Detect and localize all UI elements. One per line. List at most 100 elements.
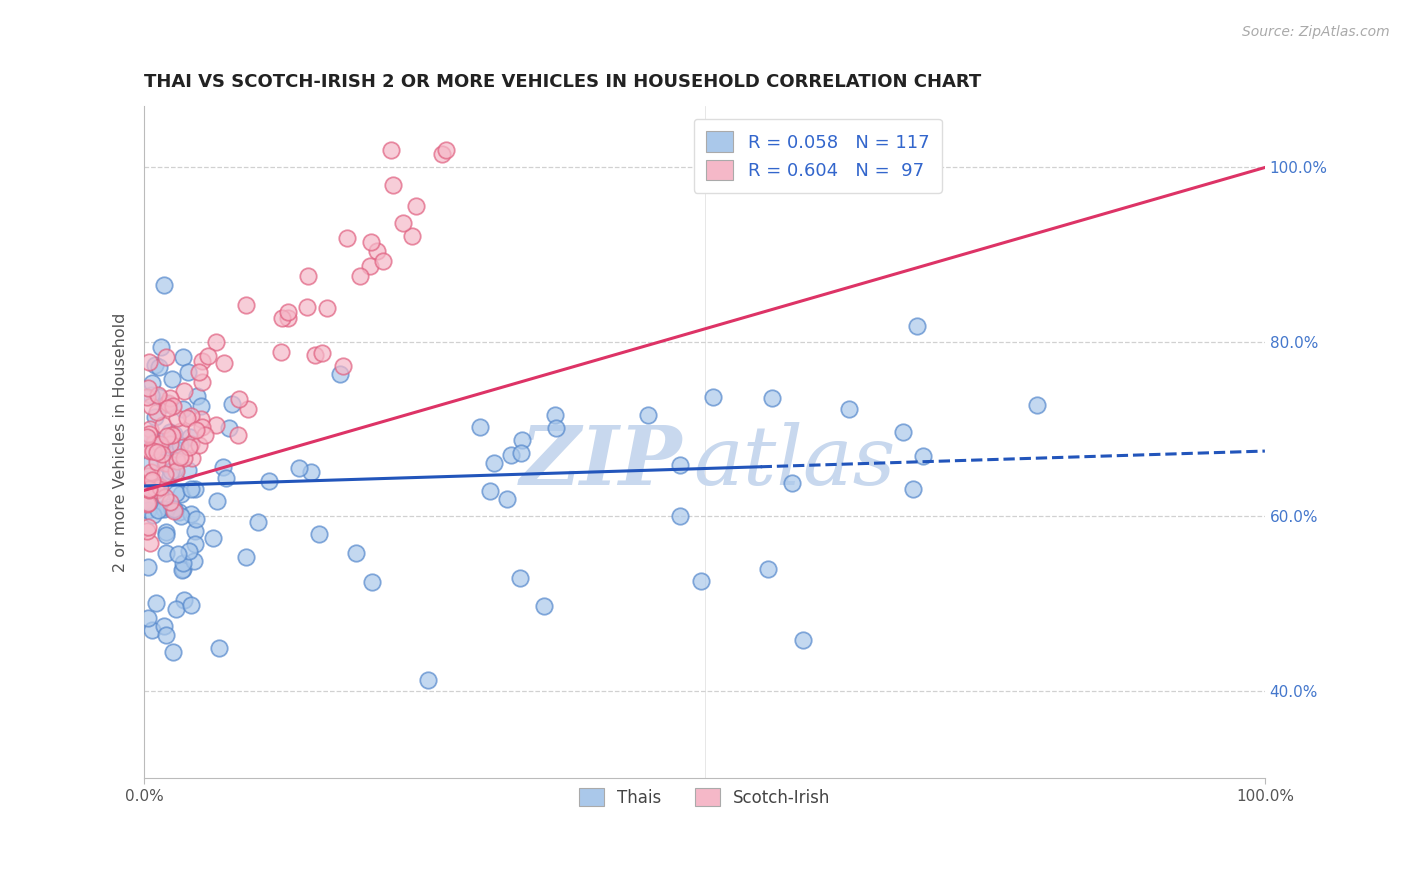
- Text: ZIP: ZIP: [520, 423, 682, 502]
- Point: [138, 520, 160, 534]
- Point: [149, 480, 172, 494]
- Point: [257, 474, 280, 488]
- Point: [177, 366, 200, 380]
- Point: [139, 536, 162, 550]
- Point: [138, 483, 160, 498]
- Point: [167, 505, 190, 519]
- Point: [169, 438, 191, 452]
- Point: [142, 436, 165, 450]
- Point: [159, 391, 181, 405]
- Point: [190, 412, 212, 426]
- Point: [141, 388, 163, 402]
- Point: [891, 425, 914, 440]
- Point: [145, 444, 167, 458]
- Point: [218, 421, 240, 435]
- Text: THAI VS SCOTCH-IRISH 2 OR MORE VEHICLES IN HOUSEHOLD CORRELATION CHART: THAI VS SCOTCH-IRISH 2 OR MORE VEHICLES …: [145, 73, 981, 91]
- Point: [163, 426, 186, 441]
- Point: [184, 423, 207, 437]
- Point: [184, 482, 207, 496]
- Point: [311, 345, 333, 359]
- Point: [496, 492, 519, 507]
- Point: [155, 441, 177, 455]
- Point: [139, 444, 162, 458]
- Point: [418, 673, 440, 688]
- Point: [159, 495, 181, 509]
- Point: [1026, 398, 1049, 412]
- Point: [141, 475, 163, 490]
- Point: [143, 409, 166, 424]
- Point: [482, 456, 505, 470]
- Point: [205, 494, 228, 508]
- Point: [148, 390, 170, 404]
- Point: [159, 425, 181, 439]
- Point: [181, 450, 204, 465]
- Point: [544, 421, 567, 435]
- Point: [160, 502, 183, 516]
- Point: [135, 391, 157, 405]
- Point: [165, 602, 187, 616]
- Point: [509, 571, 531, 585]
- Point: [166, 547, 188, 561]
- Point: [184, 512, 207, 526]
- Point: [157, 401, 180, 416]
- Point: [142, 444, 165, 458]
- Point: [165, 442, 187, 457]
- Point: [149, 437, 172, 451]
- Point: [153, 277, 176, 292]
- Point: [191, 354, 214, 368]
- Point: [792, 633, 814, 648]
- Point: [150, 434, 173, 448]
- Point: [838, 402, 860, 417]
- Point: [360, 235, 382, 249]
- Point: [468, 420, 491, 434]
- Point: [756, 562, 779, 576]
- Text: Source: ZipAtlas.com: Source: ZipAtlas.com: [1241, 25, 1389, 39]
- Point: [139, 480, 162, 494]
- Point: [152, 502, 174, 516]
- Point: [905, 318, 928, 333]
- Point: [146, 455, 169, 469]
- Point: [150, 447, 173, 461]
- Point: [510, 446, 533, 460]
- Point: [544, 408, 567, 422]
- Point: [157, 396, 180, 410]
- Point: [153, 490, 176, 504]
- Point: [136, 503, 159, 517]
- Point: [138, 495, 160, 509]
- Point: [165, 464, 187, 478]
- Point: [156, 429, 179, 443]
- Point: [401, 229, 423, 244]
- Point: [149, 439, 172, 453]
- Point: [689, 574, 711, 588]
- Point: [143, 435, 166, 450]
- Point: [304, 347, 326, 361]
- Point: [297, 268, 319, 283]
- Point: [180, 437, 202, 451]
- Point: [139, 399, 162, 413]
- Point: [138, 611, 160, 625]
- Point: [170, 425, 193, 439]
- Point: [138, 481, 160, 495]
- Point: [160, 464, 183, 478]
- Point: [172, 402, 194, 417]
- Point: [155, 528, 177, 542]
- Point: [183, 553, 205, 567]
- Point: [142, 508, 165, 522]
- Point: [316, 301, 339, 315]
- Point: [177, 463, 200, 477]
- Point: [136, 381, 159, 395]
- Point: [179, 430, 201, 444]
- Point: [226, 428, 249, 442]
- Y-axis label: 2 or more Vehicles in Household: 2 or more Vehicles in Household: [114, 313, 128, 572]
- Point: [186, 389, 208, 403]
- Point: [162, 645, 184, 659]
- Point: [155, 524, 177, 539]
- Point: [761, 391, 783, 405]
- Point: [146, 441, 169, 455]
- Point: [153, 619, 176, 633]
- Point: [135, 430, 157, 444]
- Point: [299, 465, 322, 479]
- Point: [238, 402, 260, 417]
- Point: [235, 549, 257, 564]
- Point: [141, 473, 163, 487]
